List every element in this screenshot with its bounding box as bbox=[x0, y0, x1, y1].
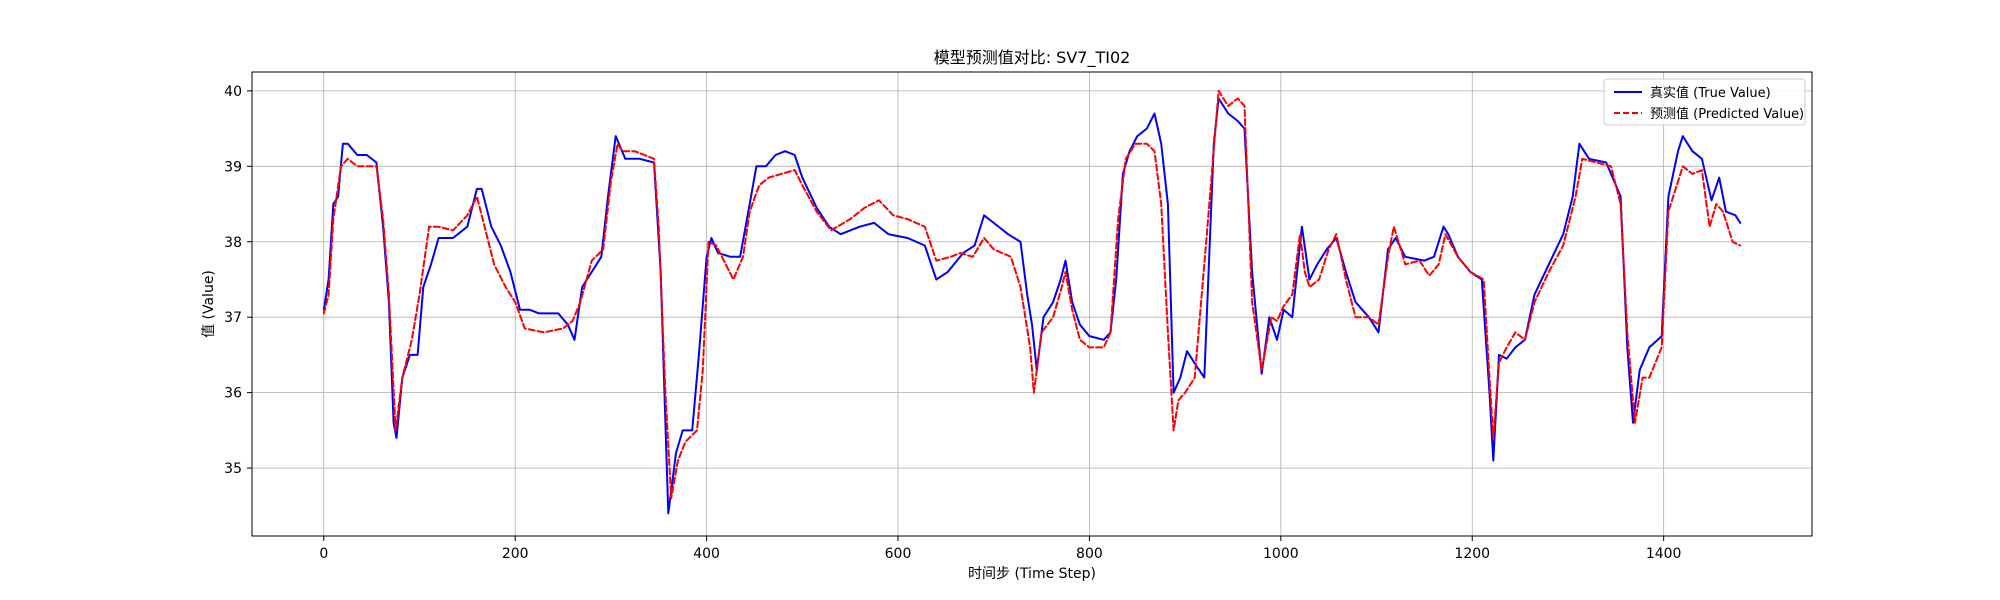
x-tick-label: 600 bbox=[885, 546, 912, 562]
y-tick-label: 40 bbox=[224, 84, 242, 100]
x-tick-label: 1000 bbox=[1263, 546, 1299, 562]
x-tick-label: 1200 bbox=[1454, 546, 1490, 562]
x-tick-label: 400 bbox=[693, 546, 720, 562]
x-axis-label: 时间步 (Time Step) bbox=[968, 566, 1096, 582]
y-tick-label: 35 bbox=[224, 461, 242, 477]
legend-box bbox=[1603, 78, 1806, 126]
y-tick-label: 38 bbox=[224, 235, 242, 251]
x-tick-label: 0 bbox=[319, 546, 328, 562]
plot-frame bbox=[251, 71, 1813, 537]
series-line-predicted-value bbox=[322, 89, 1742, 500]
legend-label-predicted-value: 预测值 (Predicted Value) bbox=[1650, 106, 1804, 122]
y-tick-label: 39 bbox=[224, 159, 242, 175]
x-tick-label: 800 bbox=[1076, 546, 1103, 562]
series-line-true-value bbox=[322, 97, 1742, 515]
series-lines bbox=[322, 89, 1742, 515]
y-axis-label: 值 (Value) bbox=[201, 270, 217, 338]
x-tick-label: 1400 bbox=[1646, 546, 1682, 562]
y-tick-label: 36 bbox=[224, 386, 242, 402]
chart-title: 模型预测值对比: SV7_TI02 bbox=[934, 48, 1131, 68]
x-tick-label: 200 bbox=[502, 546, 529, 562]
y-tick-label: 37 bbox=[224, 310, 242, 326]
grid-lines bbox=[252, 72, 1812, 536]
axis-ticks: 0 200 400 600 800 1000 1200 1400 35 36 37 38 39 40 bbox=[224, 84, 1681, 562]
legend-label-true-value: 真实值 (True Value) bbox=[1650, 85, 1771, 101]
legend: 真实值 (True Value) 预测值 (Predicted Value) bbox=[1603, 78, 1806, 126]
